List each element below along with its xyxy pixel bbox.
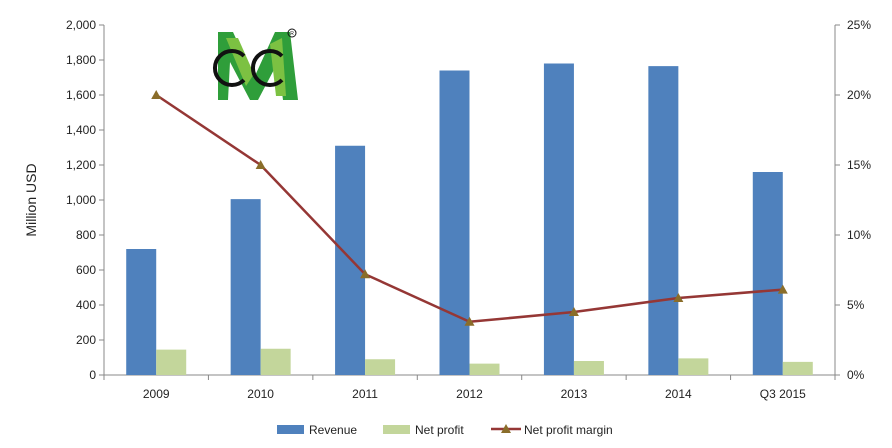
bar-net-profit <box>260 348 291 375</box>
x-tick-label: 2014 <box>665 387 692 401</box>
x-tick-label: 2009 <box>143 387 170 401</box>
y-tick-label: 400 <box>76 298 96 312</box>
legend-label-net-profit: Net profit <box>415 423 464 437</box>
y2-tick-label: 25% <box>847 18 871 32</box>
x-axis-ticks: 2009 2010 2011 2012 2013 2014 Q3 2015 <box>103 375 836 401</box>
y-tick-label: 2,000 <box>66 18 96 32</box>
y-tick-label: 600 <box>76 263 96 277</box>
bar-net-profit <box>156 349 187 375</box>
y-tick-label: 800 <box>76 228 96 242</box>
line-marker <box>255 160 266 169</box>
bar-series <box>126 63 813 375</box>
y-axis-title: Million USD <box>23 163 39 236</box>
line-marker <box>568 307 579 316</box>
x-tick-label: 2011 <box>352 387 378 401</box>
y2-tick-label: 10% <box>847 228 871 242</box>
y-tick-label: 1,800 <box>66 53 96 67</box>
legend-label-net-profit-margin: Net profit margin <box>524 423 613 437</box>
y-tick-label: 1,200 <box>66 158 96 172</box>
bar-net-profit <box>573 361 604 375</box>
y2-tick-label: 15% <box>847 158 871 172</box>
y-tick-label: 1,000 <box>66 193 96 207</box>
legend-swatch-net-profit <box>383 425 410 434</box>
bar-revenue <box>335 145 366 375</box>
x-tick-label: Q3 2015 <box>760 387 806 401</box>
y2-tick-label: 0% <box>847 368 865 382</box>
bar-revenue <box>230 199 261 375</box>
bar-net-profit <box>782 361 813 375</box>
x-tick-label: 2013 <box>561 387 588 401</box>
bar-net-profit <box>469 363 500 375</box>
line-marker <box>777 284 788 294</box>
y2-axis-ticks: 0% 5% 10% 15% 20% 25% <box>835 18 871 382</box>
bar-net-profit <box>678 358 709 375</box>
legend: Revenue Net profit Net profit margin <box>277 423 613 437</box>
legend-label-revenue: Revenue <box>309 423 357 437</box>
line-marker <box>464 316 475 326</box>
y2-tick-label: 20% <box>847 88 871 102</box>
svg-text:R: R <box>290 31 294 37</box>
gm-logo: R <box>212 28 298 100</box>
bar-revenue <box>543 63 574 375</box>
bar-revenue <box>439 70 470 375</box>
line-marker <box>151 90 162 99</box>
x-tick-label: 2010 <box>247 387 274 401</box>
y-tick-label: 0 <box>89 368 96 382</box>
line-marker <box>360 269 371 279</box>
y2-tick-label: 5% <box>847 298 865 312</box>
bar-net-profit <box>365 359 396 375</box>
bar-revenue <box>752 172 783 375</box>
bar-revenue <box>648 66 679 375</box>
line-marker <box>673 293 684 302</box>
x-tick-label: 2012 <box>456 387 483 401</box>
y-tick-label: 200 <box>76 333 96 347</box>
y-tick-label: 1,600 <box>66 88 96 102</box>
y-tick-label: 1,400 <box>66 123 96 137</box>
y-axis-ticks: 0 200 400 600 800 1,000 1,200 1,400 1,600 1,800 2,… <box>66 18 104 382</box>
legend-swatch-margin-marker <box>501 424 511 433</box>
line-series <box>151 90 788 326</box>
bar-revenue <box>126 249 157 375</box>
legend-swatch-revenue <box>277 425 304 434</box>
